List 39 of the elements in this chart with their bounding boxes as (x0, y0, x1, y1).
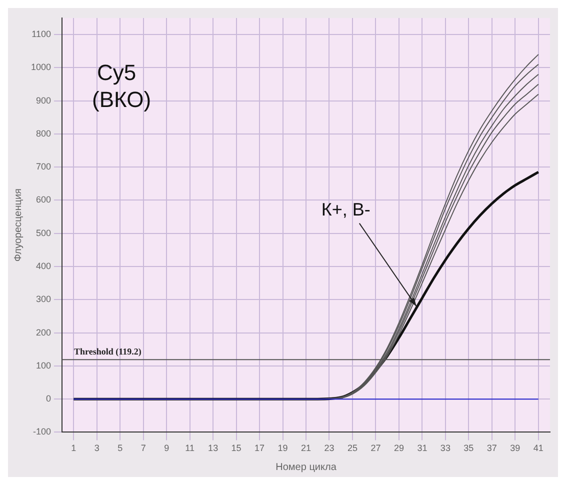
y-tick-label: 700 (36, 162, 52, 172)
x-tick-label: 7 (140, 443, 146, 454)
y-tick-label: 200 (36, 327, 52, 338)
x-tick-label: 1 (71, 443, 76, 454)
ref-line-label: Threshold (119.2) (74, 346, 142, 356)
annotation: К+, В- (321, 199, 370, 220)
y-tick-label: 400 (36, 261, 52, 272)
x-tick-label: 11 (185, 443, 194, 454)
x-tick-label: 29 (394, 443, 404, 454)
x-tick-label: 31 (417, 443, 428, 454)
y-tick-label: 300 (36, 294, 52, 304)
x-tick-label: 9 (164, 443, 170, 454)
x-tick-label: 13 (208, 443, 218, 454)
y-tick-label: 1100 (32, 29, 52, 40)
x-tick-label: 5 (118, 443, 123, 454)
x-tick-label: 39 (510, 443, 520, 454)
x-tick-label: 25 (347, 443, 358, 454)
x-tick-label: 19 (278, 443, 288, 454)
y-tick-label: 600 (36, 194, 52, 205)
y-axis-title: Флуоресценция (12, 188, 24, 262)
x-tick-label: 27 (370, 443, 381, 454)
x-tick-label: 17 (254, 443, 265, 454)
y-tick-label: 900 (36, 95, 52, 106)
y-tick-label: 800 (36, 128, 52, 138)
y-tick-label: 500 (36, 228, 52, 238)
x-tick-label: 15 (231, 443, 242, 454)
x-tick-label: 3 (94, 443, 100, 454)
x-tick-label: 37 (486, 443, 497, 454)
y-tick-label: 100 (36, 360, 52, 370)
x-axis-title: Номер цикла (276, 462, 337, 473)
x-tick-label: 33 (440, 443, 450, 454)
x-tick-label: 23 (324, 443, 334, 454)
x-tick-label: 41 (533, 443, 544, 454)
y-tick-label: -100 (33, 426, 52, 437)
annotation: Cy5 (ВКО) (92, 60, 152, 112)
x-tick-label: 21 (301, 443, 312, 454)
y-tick-label: 1000 (30, 62, 52, 72)
x-tick-label: 35 (464, 443, 474, 454)
y-tick-label: 0 (46, 394, 52, 404)
